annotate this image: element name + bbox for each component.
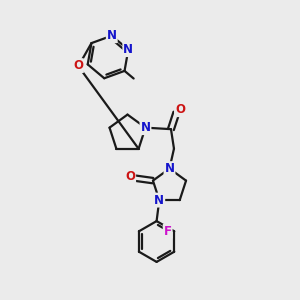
Text: N: N (164, 162, 175, 175)
Text: N: N (154, 194, 164, 207)
Text: O: O (175, 103, 185, 116)
Text: N: N (123, 43, 133, 56)
Text: O: O (125, 170, 135, 183)
Text: F: F (164, 225, 172, 238)
Text: N: N (140, 121, 151, 134)
Text: O: O (73, 59, 83, 72)
Text: N: N (107, 29, 117, 42)
